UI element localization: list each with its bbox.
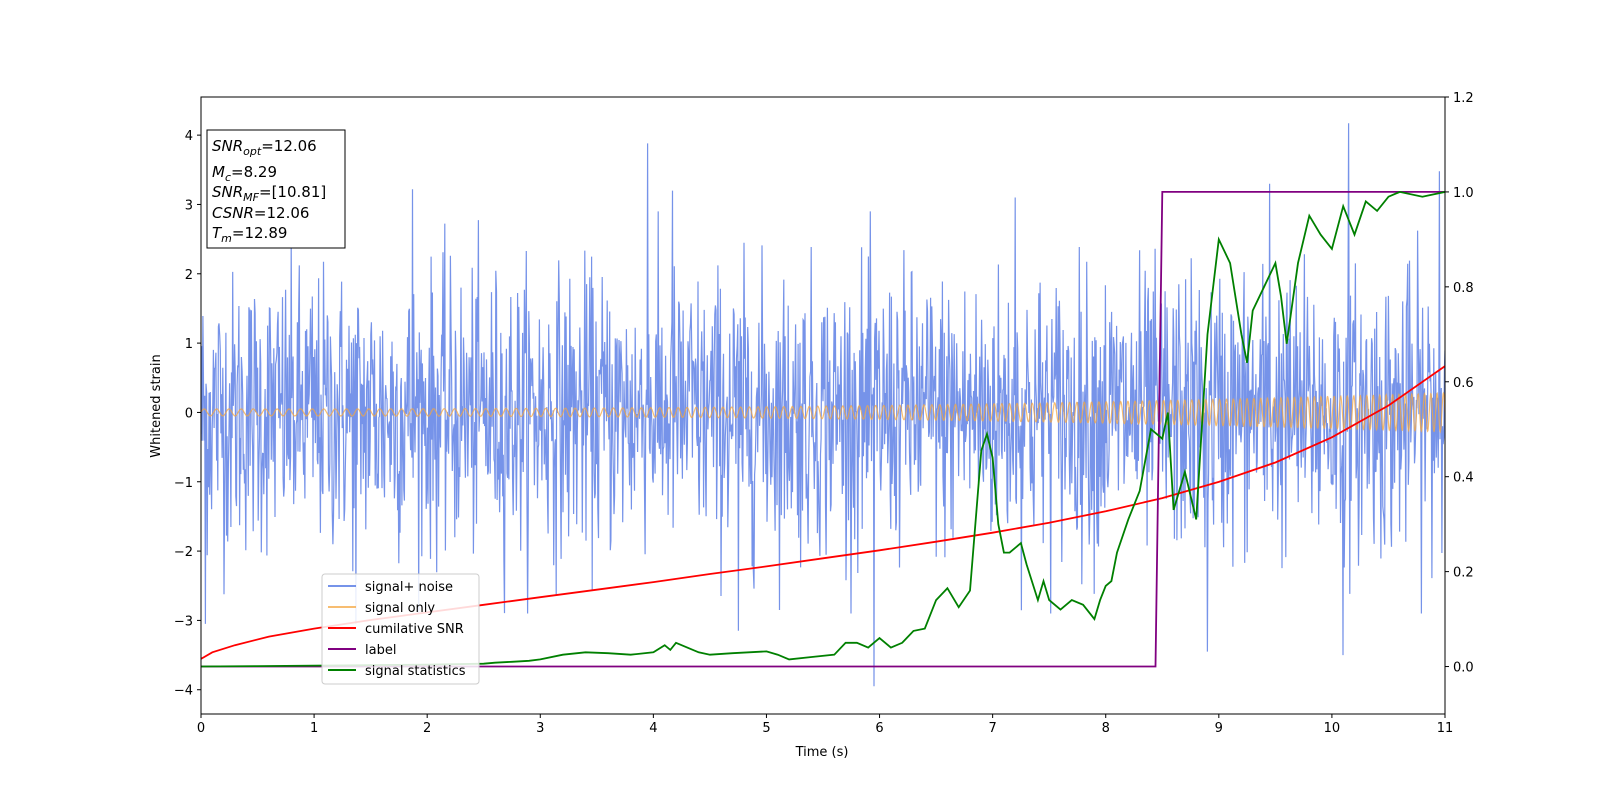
legend-label: label: [365, 643, 396, 658]
y-axis-label: Whitened strain: [149, 354, 164, 457]
annotation-line: CSNR=12.06: [212, 204, 309, 222]
x-tick-label: 11: [1437, 721, 1454, 736]
y-tick-label: 3: [185, 198, 193, 213]
series-signal-statistics-line: [201, 190, 1445, 668]
y-tick-label: −3: [174, 614, 193, 629]
series-signal-plus-noise-line: [201, 123, 1445, 687]
y-axis-left: −4 −3 −2 −1 0 1 2 3 4: [174, 129, 201, 699]
x-axis-label: Time (s): [795, 745, 849, 760]
legend-label: signal statistics: [365, 664, 466, 679]
legend-label: signal only: [365, 601, 435, 616]
x-tick-label: 1: [310, 721, 318, 736]
y2-tick-label: 1.2: [1453, 91, 1474, 106]
annotation-line: SNRMF=[10.81]: [212, 183, 326, 204]
x-tick-label: 7: [988, 721, 996, 736]
x-tick-label: 8: [1102, 721, 1110, 736]
legend-label: cumilative SNR: [365, 622, 464, 637]
y-tick-label: −4: [174, 684, 193, 699]
legend-label: signal+ noise: [365, 580, 453, 595]
y-tick-label: 2: [185, 268, 193, 283]
x-tick-label: 9: [1215, 721, 1223, 736]
x-tick-label: 5: [762, 721, 770, 736]
y-tick-label: 1: [185, 337, 193, 352]
x-tick-label: 6: [875, 721, 883, 736]
y2-tick-label: 0.8: [1453, 281, 1474, 296]
y-tick-label: 4: [185, 129, 193, 144]
series-label-line: [201, 191, 1445, 668]
annotation-box: SNRopt=12.06 Mc=8.29SNRMF=[10.81]CSNR=12.…: [206, 129, 346, 249]
y-tick-label: −1: [174, 476, 193, 491]
x-tick-label: 10: [1324, 721, 1341, 736]
y2-tick-label: 1.0: [1453, 186, 1474, 201]
x-axis: 0 1 2 3 4 5 6 7 8 9 10 11: [197, 714, 1453, 736]
annotation-line: SNRopt=12.06: [212, 137, 317, 158]
y-tick-label: 0: [185, 406, 193, 421]
y2-tick-label: 0.0: [1453, 661, 1474, 676]
series-signal-only-line: [201, 391, 1445, 434]
y-axis-right: 0.0 0.2 0.4 0.6 0.8 1.0 1.2: [1445, 91, 1474, 676]
annotation-line: Tm=12.89: [212, 224, 287, 245]
legend: signal+ noise signal only cumilative SNR la…: [321, 573, 480, 685]
y2-tick-label: 0.4: [1453, 471, 1474, 486]
x-tick-label: 3: [536, 721, 544, 736]
x-tick-label: 4: [649, 721, 657, 736]
series-cumilative-snr-line: [201, 365, 1445, 660]
x-tick-label: 2: [423, 721, 431, 736]
plot-series: [201, 123, 1445, 687]
annotation-frame: [206, 129, 346, 249]
y2-tick-label: 0.2: [1453, 566, 1474, 581]
y2-tick-label: 0.6: [1453, 376, 1474, 391]
plot-frame: [200, 96, 1446, 715]
y-tick-label: −2: [174, 545, 193, 560]
x-tick-label: 0: [197, 721, 205, 736]
legend-frame: [321, 573, 480, 685]
annotation-line: Mc=8.29: [212, 163, 277, 184]
